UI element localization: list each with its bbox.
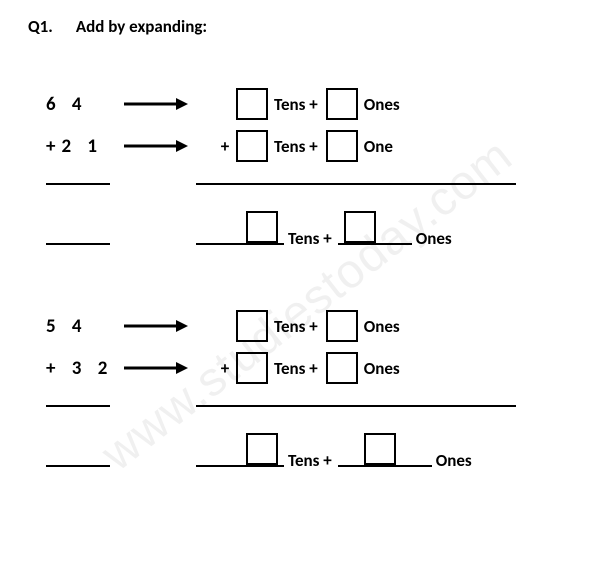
ones-label: Ones xyxy=(364,316,400,337)
tens-label: Tens + xyxy=(274,136,318,157)
question-line: Q1. Add by expanding: xyxy=(28,16,586,37)
blank-line[interactable] xyxy=(196,243,240,245)
ones-result-box[interactable] xyxy=(344,211,376,243)
ones-label: Ones xyxy=(364,94,400,115)
ones-input-box[interactable] xyxy=(326,88,358,120)
arrow-icon xyxy=(122,360,216,376)
long-underline xyxy=(196,183,516,185)
separator-row xyxy=(28,171,586,197)
operand: 6 4 xyxy=(28,93,122,116)
tens-label: Tens + xyxy=(288,450,332,471)
tens-input-box[interactable] xyxy=(236,352,268,384)
tens-label: Tens + xyxy=(274,94,318,115)
ones-input-box[interactable] xyxy=(326,310,358,342)
problem-row: 5 4 Tens + Ones xyxy=(28,305,586,347)
question-number: Q1. xyxy=(28,16,72,37)
result-row: Tens + Ones xyxy=(28,199,586,245)
blank-line[interactable] xyxy=(196,465,240,467)
tens-label: Tens + xyxy=(274,358,318,379)
separator-row xyxy=(28,393,586,419)
tens-input-box[interactable] xyxy=(236,130,268,162)
tens-input-box[interactable] xyxy=(236,310,268,342)
problem-1: 6 4 Tens + Ones +2 1 + Tens + One xyxy=(28,83,586,245)
ones-input-box[interactable] xyxy=(326,130,358,162)
tens-result-box[interactable] xyxy=(246,433,278,465)
ones-label: Ones xyxy=(436,450,472,471)
blank-line[interactable] xyxy=(402,465,432,467)
tens-result-box[interactable] xyxy=(246,211,278,243)
short-underline xyxy=(46,405,110,407)
question-text: Add by expanding: xyxy=(76,16,207,37)
short-underline xyxy=(46,243,110,245)
tens-label: Tens + xyxy=(274,316,318,337)
arrow-icon xyxy=(122,318,216,334)
long-underline xyxy=(196,405,516,407)
plus-sign: + xyxy=(216,358,234,379)
tens-label: Tens + xyxy=(288,228,332,249)
plus-sign: + xyxy=(216,136,234,157)
problem-row: + 3 2 + Tens + Ones xyxy=(28,347,586,389)
ones-result-box[interactable] xyxy=(364,433,396,465)
ones-label: Ones xyxy=(364,358,400,379)
problem-2: 5 4 Tens + Ones + 3 2 + Tens + Ones xyxy=(28,305,586,467)
short-underline xyxy=(46,465,110,467)
problem-row: 6 4 Tens + Ones xyxy=(28,83,586,125)
short-underline xyxy=(46,183,110,185)
operand: 5 4 xyxy=(28,315,122,338)
result-row: Tens + Ones xyxy=(28,421,586,467)
problem-row: +2 1 + Tens + One xyxy=(28,125,586,167)
operand: +2 1 xyxy=(28,135,122,158)
arrow-icon xyxy=(122,138,216,154)
ones-label: One xyxy=(364,136,393,157)
operand: + 3 2 xyxy=(28,357,122,380)
blank-line[interactable] xyxy=(382,243,412,245)
tens-input-box[interactable] xyxy=(236,88,268,120)
ones-label: Ones xyxy=(416,228,452,249)
ones-input-box[interactable] xyxy=(326,352,358,384)
arrow-icon xyxy=(122,96,216,112)
blank-line[interactable] xyxy=(338,465,358,467)
